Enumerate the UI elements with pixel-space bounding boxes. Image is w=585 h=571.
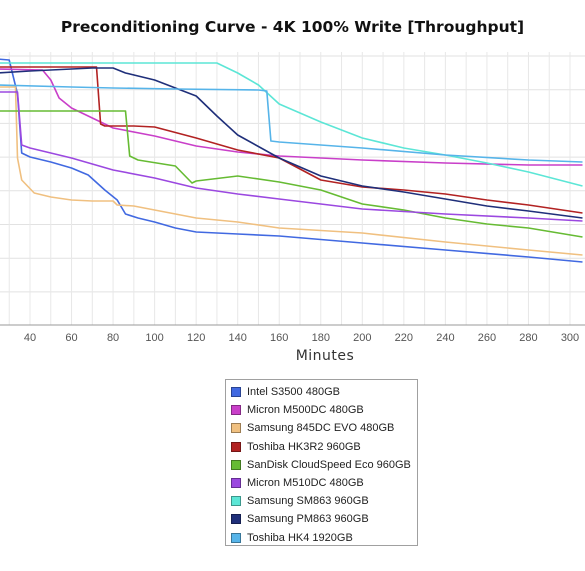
x-tick-label: 140: [229, 332, 247, 344]
series-line-5: [0, 91, 583, 222]
legend-label: Micron M500DC 480GB: [247, 404, 364, 417]
x-tick-label: 280: [519, 332, 537, 344]
legend-item: Samsung SM863 960GB: [231, 492, 417, 510]
legend-label: Toshiba HK4 1920GB: [247, 531, 353, 544]
series-line-2: [0, 86, 583, 256]
legend-swatch: [231, 478, 241, 489]
legend-item: Micron M510DC 480GB: [231, 474, 417, 492]
x-tick-label: 200: [353, 332, 371, 344]
legend-swatch: [231, 405, 241, 416]
legend-item: Intel S3500 480GB: [231, 383, 417, 401]
x-tick-label: 240: [436, 332, 454, 344]
series-line-6: [0, 62, 583, 187]
series-line-4: [0, 110, 583, 238]
x-tick-label: 260: [478, 332, 496, 344]
x-tick-label: 100: [145, 332, 163, 344]
x-tick-label: 160: [270, 332, 288, 344]
legend-swatch: [231, 496, 241, 507]
legend-label: Samsung 845DC EVO 480GB: [247, 422, 395, 435]
chart-title: Preconditioning Curve - 4K 100% Write [T…: [60, 18, 525, 36]
legend-item: SanDisk CloudSpeed Eco 960GB: [231, 456, 417, 474]
x-tick-label: 220: [395, 332, 413, 344]
x-axis-label: Minutes: [295, 348, 355, 364]
legend-item: Samsung 845DC EVO 480GB: [231, 419, 417, 437]
legend-label: Micron M510DC 480GB: [247, 477, 364, 490]
series-line-0: [0, 58, 583, 263]
plot-area: 40 60 80 100 120 140 160 180 200 220 240 260 280 300: [0, 52, 585, 344]
legend-item: Toshiba HK4 1920GB: [231, 529, 417, 547]
legend: Intel S3500 480GB Micron M500DC 480GB Sams…: [225, 379, 418, 546]
legend-label: SanDisk CloudSpeed Eco 960GB: [247, 458, 411, 471]
legend-label: Toshiba HK3R2 960GB: [247, 440, 361, 453]
legend-swatch: [231, 423, 241, 434]
grid: [0, 52, 585, 326]
x-tick-label: 180: [312, 332, 330, 344]
series-line-7: [0, 67, 583, 219]
legend-swatch: [231, 459, 241, 470]
x-tick-label: 60: [65, 332, 77, 344]
series-line-1: [0, 68, 583, 166]
legend-swatch: [231, 441, 241, 452]
x-tick-label: 80: [107, 332, 119, 344]
series-line-3: [0, 66, 583, 214]
legend-swatch: [231, 532, 241, 543]
legend-item: Samsung PM863 960GB: [231, 510, 417, 528]
legend-swatch: [231, 387, 241, 398]
series-lines: [0, 58, 583, 263]
x-tick-labels: 40 60 80 100 120 140 160 180 200 220 240 260 280 300: [24, 332, 579, 344]
legend-label: Samsung SM863 960GB: [247, 495, 369, 508]
series-line-8: [0, 84, 583, 163]
x-tick-label: 40: [24, 332, 36, 344]
legend-item: Micron M500DC 480GB: [231, 401, 417, 419]
legend-label: Intel S3500 480GB: [247, 386, 340, 399]
x-tick-label: 300: [561, 332, 579, 344]
legend-swatch: [231, 514, 241, 525]
x-tick-label: 120: [187, 332, 205, 344]
legend-label: Samsung PM863 960GB: [247, 513, 369, 526]
legend-item: Toshiba HK3R2 960GB: [231, 438, 417, 456]
